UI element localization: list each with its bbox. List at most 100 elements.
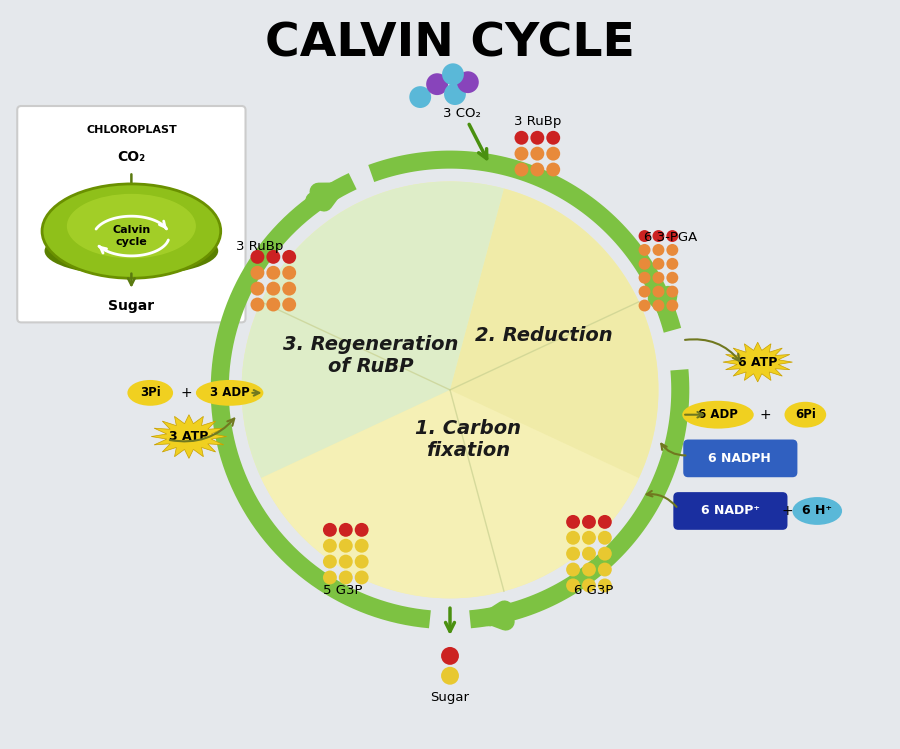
Circle shape [566, 562, 580, 577]
Ellipse shape [196, 380, 264, 406]
Text: 6 NADP⁺: 6 NADP⁺ [701, 505, 760, 518]
Circle shape [338, 571, 353, 584]
Text: 6Pi: 6Pi [795, 408, 815, 421]
Circle shape [666, 230, 679, 242]
Text: 1. Carbon
fixation: 1. Carbon fixation [415, 419, 521, 460]
Ellipse shape [67, 194, 196, 258]
Text: 3 ATP: 3 ATP [169, 430, 209, 443]
Circle shape [666, 244, 679, 256]
Circle shape [566, 515, 580, 529]
Circle shape [515, 163, 528, 177]
Circle shape [598, 515, 612, 529]
Text: +: + [782, 504, 793, 518]
Circle shape [666, 272, 679, 284]
Circle shape [546, 163, 560, 177]
Circle shape [323, 555, 337, 568]
Circle shape [598, 578, 612, 592]
Text: CALVIN CYCLE: CALVIN CYCLE [266, 22, 634, 67]
Text: 6 ATP: 6 ATP [738, 356, 778, 369]
Circle shape [427, 73, 448, 95]
Circle shape [566, 531, 580, 545]
Circle shape [530, 147, 544, 160]
Circle shape [582, 515, 596, 529]
Circle shape [598, 531, 612, 545]
Circle shape [530, 131, 544, 145]
Wedge shape [261, 390, 639, 598]
Circle shape [241, 181, 659, 598]
Circle shape [323, 523, 337, 537]
Text: CO₂: CO₂ [117, 150, 146, 163]
Circle shape [639, 230, 651, 242]
Circle shape [355, 571, 369, 584]
Text: 3 ADP: 3 ADP [210, 386, 249, 399]
Circle shape [666, 300, 679, 312]
Circle shape [283, 250, 296, 264]
Circle shape [323, 571, 337, 584]
Text: Sugar: Sugar [108, 299, 155, 312]
Circle shape [515, 131, 528, 145]
Circle shape [652, 230, 664, 242]
Circle shape [250, 297, 265, 312]
Circle shape [283, 266, 296, 279]
Circle shape [598, 547, 612, 560]
Ellipse shape [785, 401, 826, 428]
Circle shape [652, 300, 664, 312]
Text: 3. Regeneration
of RuBP: 3. Regeneration of RuBP [283, 335, 458, 376]
Circle shape [639, 258, 651, 270]
Text: 2. Reduction: 2. Reduction [475, 326, 613, 345]
Circle shape [266, 282, 280, 296]
Circle shape [338, 555, 353, 568]
Text: 3Pi: 3Pi [140, 386, 160, 399]
Polygon shape [151, 415, 227, 458]
Circle shape [566, 547, 580, 560]
Circle shape [444, 83, 466, 105]
Circle shape [283, 297, 296, 312]
Circle shape [666, 258, 679, 270]
Circle shape [582, 547, 596, 560]
Text: 6 3-PGA: 6 3-PGA [644, 231, 697, 243]
Text: Calvin
cycle: Calvin cycle [112, 225, 150, 247]
Circle shape [410, 86, 431, 108]
Text: +: + [180, 386, 192, 400]
Text: 5 G3P: 5 G3P [323, 584, 363, 597]
Text: 3 CO₂: 3 CO₂ [443, 107, 481, 121]
Ellipse shape [682, 401, 753, 428]
Ellipse shape [792, 497, 842, 525]
Ellipse shape [42, 184, 220, 278]
Circle shape [338, 523, 353, 537]
Circle shape [266, 297, 280, 312]
Circle shape [250, 266, 265, 279]
Circle shape [582, 531, 596, 545]
Text: +: + [760, 407, 771, 422]
Circle shape [457, 71, 479, 93]
Circle shape [441, 667, 459, 685]
Circle shape [652, 272, 664, 284]
Text: 6 ADP: 6 ADP [698, 408, 738, 421]
Text: Sugar: Sugar [430, 691, 470, 704]
Text: 6 NADPH: 6 NADPH [708, 452, 771, 465]
Circle shape [639, 285, 651, 297]
Circle shape [582, 578, 596, 592]
Text: 6 G3P: 6 G3P [574, 584, 614, 597]
Circle shape [666, 285, 679, 297]
Polygon shape [723, 342, 792, 382]
Circle shape [652, 258, 664, 270]
Circle shape [266, 250, 280, 264]
FancyBboxPatch shape [17, 106, 246, 322]
Circle shape [355, 555, 369, 568]
Circle shape [546, 147, 560, 160]
Circle shape [250, 250, 265, 264]
Circle shape [639, 300, 651, 312]
FancyBboxPatch shape [673, 492, 788, 530]
Circle shape [266, 266, 280, 279]
Circle shape [566, 578, 580, 592]
Circle shape [441, 647, 459, 665]
Text: 3 RuBp: 3 RuBp [236, 240, 284, 253]
Circle shape [639, 272, 651, 284]
Circle shape [546, 131, 560, 145]
Circle shape [323, 539, 337, 553]
Circle shape [530, 163, 544, 177]
Circle shape [355, 523, 369, 537]
Circle shape [442, 64, 464, 85]
Circle shape [598, 562, 612, 577]
